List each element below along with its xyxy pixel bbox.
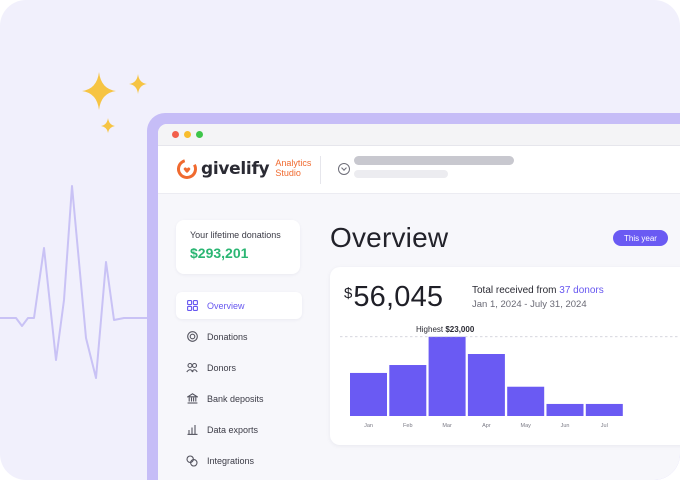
- sidebar-item-label: Integrations: [207, 455, 255, 466]
- sidebar-item-integrations[interactable]: Integrations: [176, 447, 302, 474]
- x-tick-label: Feb: [403, 423, 412, 429]
- x-tick-label: Jan: [364, 423, 373, 429]
- lifetime-donations-value: $293,201: [190, 245, 249, 261]
- logo-subtitle: Analytics Studio: [275, 158, 311, 178]
- sidebar-nav: Overview Donations Donors Bank deposits: [176, 292, 302, 478]
- donors-count-link[interactable]: 37 donors: [559, 285, 604, 296]
- sidebar-item-label: Donations: [207, 331, 248, 342]
- bar-jul[interactable]: [585, 403, 623, 416]
- period-select-button[interactable]: This year: [613, 230, 668, 246]
- maximize-window-button[interactable]: [196, 131, 203, 138]
- lifetime-donations-label: Your lifetime donations: [190, 230, 281, 240]
- x-tick-label: Mar: [442, 423, 452, 429]
- sidebar-item-label: Overview: [207, 300, 245, 311]
- bar-jan[interactable]: [350, 372, 387, 416]
- app-window: givelify Analytics Studio Your lifetime …: [158, 124, 680, 480]
- currency-symbol: $: [344, 285, 353, 302]
- minimize-window-button[interactable]: [184, 131, 191, 138]
- x-tick-label: Jun: [561, 423, 570, 429]
- bar-mar[interactable]: [428, 336, 466, 416]
- bar-feb[interactable]: [389, 365, 427, 416]
- close-window-button[interactable]: [172, 131, 179, 138]
- givelify-logo-icon: [177, 159, 197, 179]
- logo-subtitle-line-1: Analytics: [275, 158, 312, 168]
- app-header: givelify Analytics Studio: [158, 146, 680, 194]
- sidebar-item-donors[interactable]: Donors: [176, 354, 302, 381]
- overview-summary-card: $ 56,045 Total received from 37 donors J…: [330, 267, 680, 445]
- logo-subtitle-line-2: Studio: [275, 168, 301, 178]
- bar-jun[interactable]: [546, 403, 584, 416]
- bar-apr[interactable]: [467, 354, 505, 416]
- x-tick-label: Jul: [601, 423, 608, 429]
- target-icon: [186, 331, 198, 343]
- bar-chart-icon: [186, 424, 198, 436]
- link-icon: [186, 454, 198, 467]
- sidebar-item-label: Donors: [207, 362, 237, 373]
- sidebar-item-overview[interactable]: Overview: [176, 292, 302, 319]
- bank-icon: [186, 393, 198, 405]
- total-amount: $ 56,045: [344, 281, 443, 314]
- sidebar-item-label: Bank deposits: [207, 393, 264, 404]
- grid-icon: [186, 300, 198, 312]
- people-icon: [186, 362, 198, 374]
- monthly-donations-chart: Jan Feb Mar Apr May Jun Jul Highest $23,000: [340, 325, 680, 429]
- sidebar-item-label: Data exports: [207, 424, 259, 435]
- logo-wordmark: givelify: [201, 159, 270, 179]
- chevron-down-icon[interactable]: [338, 163, 350, 175]
- account-detail-placeholder: [354, 170, 448, 178]
- lifetime-donations-card: Your lifetime donations $293,201: [176, 220, 300, 274]
- sidebar-item-donations[interactable]: Donations: [176, 323, 302, 350]
- total-amount-value: 56,045: [353, 281, 444, 313]
- givelify-logo[interactable]: givelify Analytics Studio: [176, 158, 311, 180]
- window-titlebar: [158, 124, 680, 146]
- page-title: Overview: [330, 222, 449, 253]
- bar-may[interactable]: [507, 386, 545, 416]
- highest-annotation: Highest $23,000: [416, 325, 475, 334]
- total-received-label: Total received from: [472, 285, 560, 296]
- x-tick-label: Apr: [482, 423, 491, 429]
- sidebar-item-bank-deposits[interactable]: Bank deposits: [176, 385, 302, 412]
- x-tick-label: May: [521, 423, 532, 429]
- header-divider: [320, 156, 321, 184]
- account-name-placeholder: [354, 156, 514, 165]
- total-received-line: Total received from 37 donors: [472, 285, 604, 296]
- date-range: Jan 1, 2024 - July 31, 2024: [472, 299, 587, 310]
- sidebar-item-data-exports[interactable]: Data exports: [176, 416, 302, 443]
